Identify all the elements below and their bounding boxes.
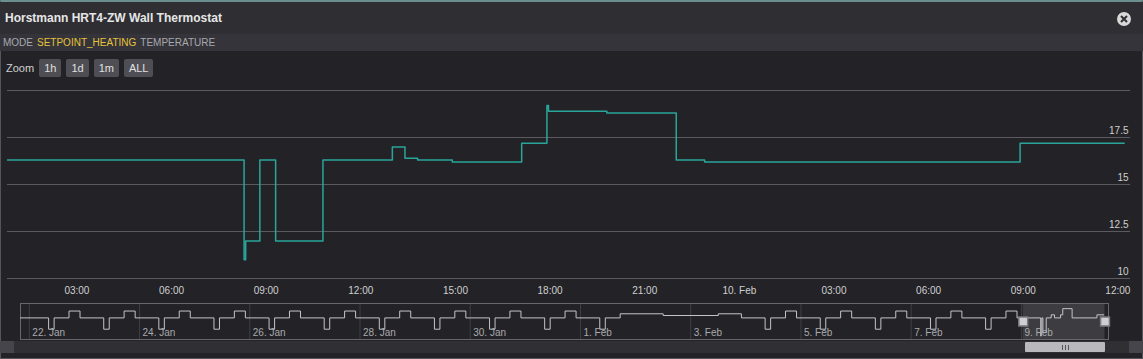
- svg-text:24. Jan: 24. Jan: [143, 327, 176, 338]
- svg-text:09:00: 09:00: [254, 285, 279, 296]
- html-text:ALL: ALL: [128, 62, 149, 74]
- svg-text:3. Feb: 3. Feb: [694, 327, 723, 338]
- html-text:Zoom: Zoom: [6, 62, 35, 74]
- svg-text:18:00: 18:00: [538, 285, 563, 296]
- svg-text:12.5: 12.5: [1109, 219, 1129, 230]
- html-text:MODE: MODE: [3, 37, 33, 48]
- html-text:SETPOINT_HEATING TEMPERATURE: SETPOINT_HEATING TEMPERATURE: [37, 37, 216, 48]
- svg-text:28. Jan: 28. Jan: [363, 327, 396, 338]
- svg-text:5. Feb: 5. Feb: [804, 327, 833, 338]
- svg-text:15: 15: [1117, 172, 1129, 183]
- svg-text:06:00: 06:00: [916, 285, 941, 296]
- svg-text:12:00: 12:00: [348, 285, 373, 296]
- svg-text:10. Feb: 10. Feb: [722, 285, 756, 296]
- svg-text:1. Feb: 1. Feb: [583, 327, 612, 338]
- svg-text:7. Feb: 7. Feb: [914, 327, 943, 338]
- svg-text:10: 10: [1117, 266, 1129, 277]
- svg-text:9. Feb: 9. Feb: [1024, 327, 1053, 338]
- svg-text:12:00: 12:00: [1105, 285, 1130, 296]
- svg-text:03:00: 03:00: [821, 285, 846, 296]
- svg-text:17.5: 17.5: [1109, 125, 1129, 136]
- html-text:1m: 1m: [98, 62, 114, 74]
- svg-text:06:00: 06:00: [159, 285, 184, 296]
- html-text:1d: 1d: [71, 62, 84, 74]
- svg-text:22. Jan: 22. Jan: [32, 327, 65, 338]
- svg-text:15:00: 15:00: [443, 285, 468, 296]
- svg-text:26. Jan: 26. Jan: [253, 327, 286, 338]
- svg-text:21:00: 21:00: [632, 285, 657, 296]
- html-text:1h: 1h: [44, 62, 57, 74]
- html-text:Horstmann HRT4-ZW Wall Thermos: Horstmann HRT4-ZW Wall Thermostat: [5, 11, 222, 25]
- svg-text:30. Jan: 30. Jan: [473, 327, 506, 338]
- svg-text:03:00: 03:00: [64, 285, 89, 296]
- svg-text:09:00: 09:00: [1011, 285, 1036, 296]
